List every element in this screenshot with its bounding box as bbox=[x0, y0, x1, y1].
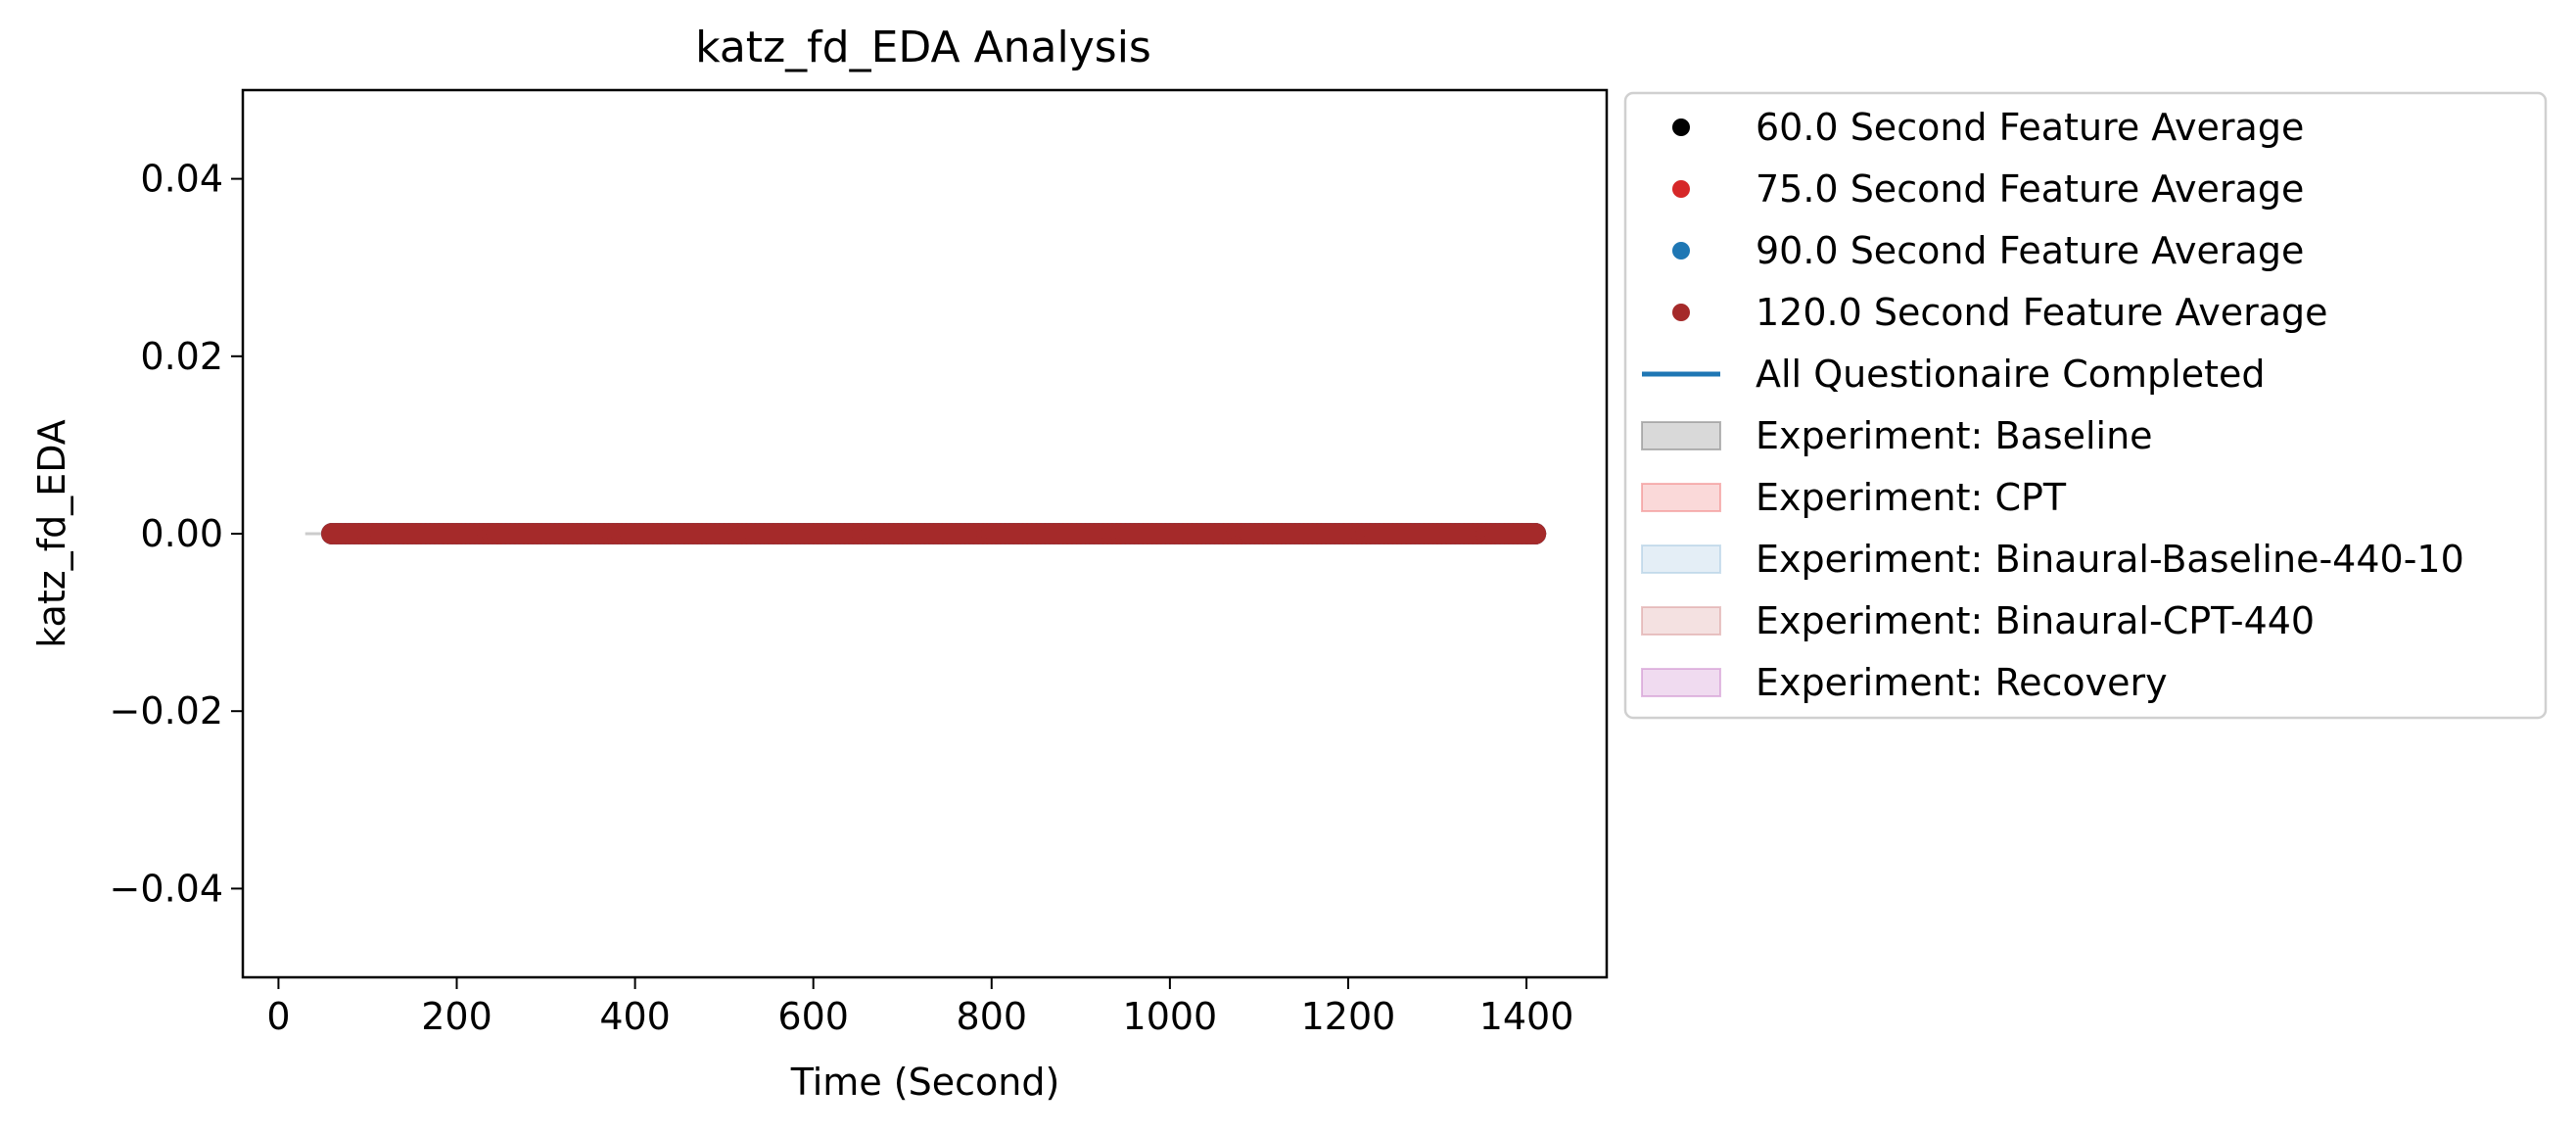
x-tick-label: 200 bbox=[421, 995, 492, 1038]
legend-marker bbox=[1672, 304, 1690, 321]
y-tick-label: 0.02 bbox=[140, 335, 223, 378]
y-axis-ticks: −0.04 −0.02 0.00 0.02 0.04 bbox=[110, 158, 243, 910]
x-tick-label: 1200 bbox=[1301, 995, 1396, 1038]
legend-entry-label: Experiment: Binaural-Baseline-440-10 bbox=[1756, 538, 2464, 581]
x-axis-ticks: 0 200 400 600 800 1000 1200 1400 bbox=[266, 977, 1573, 1038]
x-tick-label: 800 bbox=[957, 995, 1028, 1038]
legend-patch bbox=[1641, 483, 1721, 512]
x-tick-label: 1400 bbox=[1479, 995, 1574, 1038]
x-axis-label: Time (Second) bbox=[790, 1061, 1060, 1104]
data-point bbox=[1524, 523, 1547, 544]
x-tick-label: 600 bbox=[777, 995, 849, 1038]
series-3 bbox=[321, 523, 1547, 544]
x-tick-label: 1000 bbox=[1123, 995, 1218, 1038]
x-tick-label: 400 bbox=[599, 995, 671, 1038]
y-axis-label: katz_fd_EDA bbox=[30, 419, 73, 648]
legend-entry-label: Experiment: Baseline bbox=[1756, 414, 2153, 457]
legend-entry-label: All Questionaire Completed bbox=[1756, 353, 2266, 396]
legend-marker bbox=[1672, 118, 1690, 136]
legend-marker bbox=[1672, 242, 1690, 260]
legend-entry-label: Experiment: Recovery bbox=[1756, 661, 2168, 704]
legend-entry-label: 90.0 Second Feature Average bbox=[1756, 229, 2304, 272]
legend: 60.0 Second Feature Average 75.0 Second F… bbox=[1623, 91, 2548, 720]
legend-patch bbox=[1641, 544, 1721, 574]
legend-entry-label: 60.0 Second Feature Average bbox=[1756, 106, 2304, 149]
y-tick-label: −0.04 bbox=[110, 867, 223, 910]
legend-marker bbox=[1672, 180, 1690, 198]
legend-patch bbox=[1641, 668, 1721, 697]
legend-entry-label: Experiment: CPT bbox=[1756, 476, 2067, 519]
legend-entry-label: Experiment: Binaural-CPT-440 bbox=[1756, 599, 2315, 642]
plot-area bbox=[241, 88, 1609, 979]
chart-title: katz_fd_EDA Analysis bbox=[695, 23, 1151, 72]
y-tick-label: −0.02 bbox=[110, 689, 223, 732]
legend-frame bbox=[1623, 91, 2548, 720]
legend-entry-label: 75.0 Second Feature Average bbox=[1756, 167, 2304, 211]
legend-patch bbox=[1641, 606, 1721, 636]
legend-patch bbox=[1641, 421, 1721, 450]
y-tick-label: 0.04 bbox=[140, 158, 223, 201]
y-tick-label: 0.00 bbox=[140, 512, 223, 555]
legend-entry-label: 120.0 Second Feature Average bbox=[1756, 291, 2328, 334]
x-tick-label: 0 bbox=[266, 995, 290, 1038]
